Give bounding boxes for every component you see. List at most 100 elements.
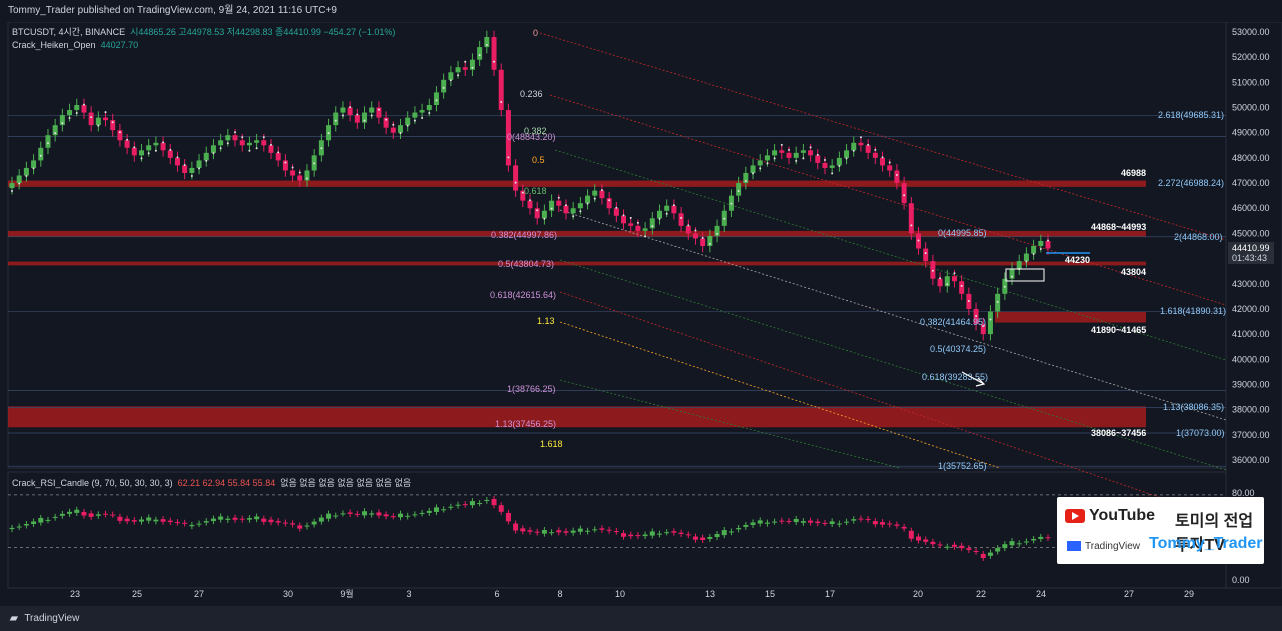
rsi-candle-body: [844, 521, 850, 523]
rsi-candle-body: [1023, 541, 1029, 543]
heiken-dot: [737, 190, 740, 193]
candle-body: [606, 198, 612, 209]
heiken-dot: [521, 191, 524, 194]
heiken-dot: [1032, 253, 1035, 255]
heiken-dot: [694, 229, 697, 232]
heiken-dot: [305, 177, 308, 180]
rsi-candle-body: [1045, 537, 1051, 539]
rsi-pane[interactable]: [7, 471, 1227, 589]
price-tick-label: 38000.00: [1232, 405, 1270, 415]
heiken-dot: [356, 113, 359, 116]
time-tick-label: 27: [194, 589, 204, 599]
rsi-candle-body: [836, 523, 842, 525]
candle-body: [182, 165, 188, 173]
price-tick-label: 47000.00: [1232, 178, 1270, 188]
heiken-dot: [773, 157, 776, 160]
rsi-candle-body: [815, 521, 821, 524]
heiken-dot: [752, 172, 755, 175]
time-tick-label: 20: [913, 589, 923, 599]
rsi-candle-body: [534, 531, 540, 533]
heiken-dot: [1025, 260, 1028, 263]
rsi-candle-body: [218, 516, 224, 520]
heiken-dot: [162, 141, 165, 144]
price-tick-label: 39000.00: [1232, 379, 1270, 389]
symbol-legend: BTCUSDT, 4시간, BINANCE 시44865.26 고44978.5…: [12, 26, 395, 52]
rsi-candle-body: [628, 534, 634, 537]
candle-body: [836, 157, 842, 166]
rsi-candle-body: [225, 518, 231, 520]
rsi-candle-body: [326, 513, 332, 519]
heiken-dot: [874, 148, 877, 151]
fib-label-right: 1(37073.00): [1176, 428, 1225, 438]
heiken-dot: [277, 151, 280, 154]
rsi-candle-body: [484, 500, 490, 502]
rsi-candle-body: [340, 513, 346, 515]
heiken-dot: [536, 209, 539, 212]
heiken-dot: [859, 136, 862, 139]
candle-body: [822, 162, 828, 168]
heiken-dot: [622, 214, 625, 217]
channel-line: [559, 379, 901, 469]
rsi-candle-body: [858, 518, 864, 520]
candle-body: [239, 140, 245, 146]
candle-body: [282, 160, 288, 171]
rsi-candle-body: [160, 519, 166, 522]
footer-brand[interactable]: TradingView: [24, 613, 80, 624]
rsi-candle-body: [239, 518, 245, 520]
rsi-candle-body: [657, 533, 662, 535]
candle-body: [1038, 240, 1044, 246]
rsi-candle-body: [1016, 543, 1022, 545]
rsi-candle-body: [139, 519, 144, 522]
rsi-candle-body: [103, 513, 109, 515]
candle-body: [103, 117, 109, 121]
rsi-candle-body: [477, 503, 483, 505]
indicator-name[interactable]: Crack_Heiken_Open: [12, 40, 96, 50]
rsi-candle-body: [23, 524, 29, 526]
rsi-candle-body: [297, 525, 303, 529]
heiken-dot: [975, 315, 978, 318]
price-axis-pane[interactable]: [1225, 21, 1282, 589]
indicator-value: 44027.70: [100, 40, 139, 50]
heiken-dot: [716, 232, 719, 235]
rsi-tick-label: 80.00: [1232, 488, 1255, 498]
time-tick-label: 23: [70, 589, 80, 599]
price-tick-label: 42000.00: [1232, 304, 1270, 314]
zone-41890: [995, 311, 1146, 323]
candle-body: [743, 172, 749, 184]
candle-body: [333, 112, 339, 126]
time-tick-label: 30: [283, 589, 293, 599]
heiken-dot: [442, 86, 445, 89]
time-tick-label: 24: [1036, 589, 1046, 599]
candle-body: [412, 112, 418, 118]
symbol-label[interactable]: BTCUSDT, 4시간, BINANCE: [12, 27, 126, 37]
candle-body: [757, 160, 763, 166]
rsi-candle-body: [750, 522, 756, 525]
channel-line: [539, 32, 1227, 241]
candle-body: [1016, 261, 1022, 269]
candle-body: [498, 69, 504, 111]
heiken-dot: [701, 237, 704, 239]
heiken-dot: [399, 132, 402, 135]
heiken-dot: [665, 212, 668, 215]
candle-body: [74, 105, 80, 111]
price-tick-label: 37000.00: [1232, 430, 1270, 440]
rsi-name[interactable]: Crack_RSI_Candle (9, 70, 50, 30, 30, 3): [12, 478, 173, 488]
time-tick-label: 22: [976, 589, 986, 599]
candle-body: [124, 140, 130, 148]
price-tick-label: 50000.00: [1232, 103, 1270, 113]
time-tick-label: 17: [825, 589, 835, 599]
heiken-dot: [1003, 285, 1006, 288]
heiken-dot: [845, 157, 848, 160]
rsi-candle-body: [88, 513, 94, 517]
rsi-candle-body: [671, 531, 677, 533]
price-pane[interactable]: [7, 21, 1227, 469]
candle-body: [851, 142, 857, 151]
rsi-candle-body: [505, 512, 511, 522]
candle-body: [232, 135, 238, 141]
level-label: 43804: [1121, 267, 1146, 277]
rsi-candle-body: [390, 516, 396, 518]
heiken-dot: [104, 111, 107, 114]
candle-body: [671, 205, 677, 214]
heiken-dot: [593, 197, 596, 200]
